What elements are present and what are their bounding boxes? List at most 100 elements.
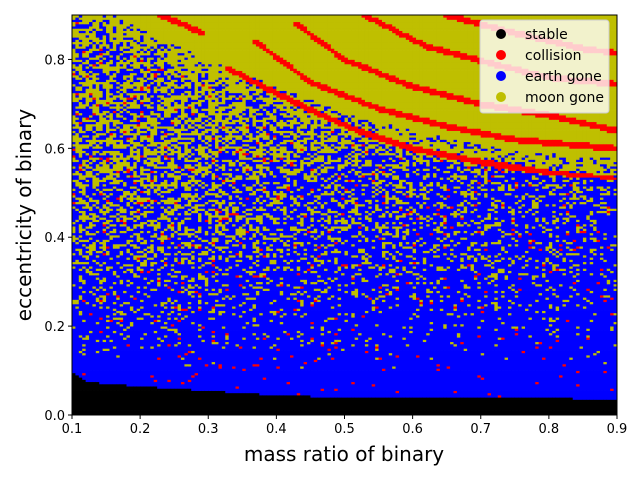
heatmap-cell bbox=[123, 330, 127, 334]
heatmap-cell bbox=[123, 386, 127, 389]
heatmap-cell bbox=[126, 43, 131, 47]
heatmap-cell bbox=[123, 26, 127, 29]
heatmap-cell bbox=[102, 395, 107, 398]
heatmap-cell bbox=[136, 246, 141, 249]
heatmap-cell bbox=[95, 172, 100, 176]
heatmap-cell bbox=[133, 50, 138, 54]
heatmap-cell bbox=[92, 335, 97, 338]
heatmap-cell bbox=[140, 39, 144, 43]
heatmap-cell bbox=[99, 226, 104, 229]
heatmap-cell bbox=[82, 310, 87, 314]
heatmap-cell bbox=[89, 337, 93, 340]
heatmap-cell bbox=[136, 126, 141, 129]
heatmap-cell bbox=[109, 315, 114, 318]
heatmap-cell bbox=[136, 281, 141, 285]
heatmap-cell bbox=[116, 292, 121, 296]
heatmap-cell bbox=[78, 103, 83, 107]
heatmap-cell bbox=[72, 326, 76, 329]
heatmap-cell bbox=[140, 412, 144, 415]
heatmap-cell bbox=[89, 119, 93, 123]
heatmap-cell bbox=[140, 368, 144, 371]
heatmap-cell bbox=[95, 368, 100, 371]
heatmap-cell bbox=[143, 388, 148, 391]
heatmap-cell bbox=[75, 101, 80, 105]
heatmap-cell bbox=[75, 321, 80, 325]
heatmap-cell bbox=[106, 70, 110, 74]
heatmap-cell bbox=[72, 412, 76, 415]
heatmap-cell bbox=[82, 408, 87, 411]
heatmap-cell bbox=[102, 179, 107, 183]
heatmap-cell bbox=[133, 41, 138, 45]
heatmap-cell bbox=[143, 90, 148, 94]
heatmap-cell bbox=[89, 46, 93, 49]
heatmap-cell bbox=[92, 208, 97, 211]
heatmap-cell bbox=[116, 26, 121, 29]
heatmap-cell bbox=[72, 237, 76, 240]
heatmap-cell bbox=[160, 350, 165, 354]
heatmap-cell bbox=[133, 268, 138, 271]
heatmap-cell bbox=[109, 361, 114, 365]
heatmap-cell bbox=[126, 250, 131, 254]
heatmap-cell bbox=[85, 355, 90, 358]
heatmap-cell bbox=[133, 132, 138, 136]
heatmap-cell bbox=[95, 119, 100, 123]
heatmap-cell bbox=[136, 377, 141, 380]
heatmap-cell bbox=[116, 159, 121, 163]
heatmap-cell bbox=[143, 210, 148, 214]
heatmap-cell bbox=[140, 226, 144, 229]
heatmap-cell bbox=[99, 355, 104, 358]
heatmap-cell bbox=[109, 266, 114, 269]
heatmap-cell bbox=[82, 72, 87, 76]
heatmap-cell bbox=[99, 106, 104, 109]
heatmap-cell bbox=[92, 299, 97, 303]
heatmap-cell bbox=[106, 121, 110, 125]
heatmap-cell bbox=[136, 232, 141, 236]
heatmap-cell bbox=[153, 281, 158, 285]
heatmap-cell bbox=[112, 88, 117, 91]
heatmap-cell bbox=[102, 63, 107, 67]
heatmap-cell bbox=[136, 172, 141, 176]
heatmap-cell bbox=[75, 235, 80, 238]
heatmap-cell bbox=[109, 175, 114, 178]
heatmap-cell bbox=[72, 230, 76, 234]
heatmap-cell bbox=[72, 281, 76, 285]
heatmap-cell bbox=[78, 175, 83, 178]
heatmap-cell bbox=[75, 126, 80, 129]
heatmap-cell bbox=[133, 166, 138, 169]
heatmap-cell bbox=[89, 163, 93, 167]
heatmap-cell bbox=[85, 361, 90, 365]
heatmap-cell bbox=[140, 92, 144, 96]
heatmap-cell bbox=[75, 159, 80, 163]
heatmap-cell bbox=[146, 401, 151, 405]
heatmap-cell bbox=[106, 210, 110, 214]
heatmap-cell bbox=[95, 261, 100, 265]
heatmap-cell bbox=[126, 41, 131, 45]
heatmap-cell bbox=[140, 246, 144, 249]
heatmap-cell bbox=[163, 310, 168, 314]
heatmap-cell bbox=[78, 343, 83, 347]
heatmap-cell bbox=[92, 86, 97, 89]
heatmap-cell bbox=[116, 399, 121, 403]
heatmap-cell bbox=[75, 297, 80, 300]
heatmap-cell bbox=[89, 66, 93, 69]
heatmap-cell bbox=[102, 186, 107, 189]
heatmap-cell bbox=[75, 230, 80, 234]
heatmap-cell bbox=[92, 190, 97, 194]
heatmap-cell bbox=[136, 159, 141, 163]
heatmap-cell bbox=[75, 388, 80, 391]
heatmap-cell bbox=[85, 261, 90, 265]
heatmap-cell bbox=[136, 306, 141, 309]
heatmap-cell bbox=[153, 170, 158, 174]
heatmap-cell bbox=[112, 52, 117, 56]
heatmap-cell bbox=[119, 223, 124, 227]
heatmap-cell bbox=[92, 235, 97, 238]
heatmap-cell bbox=[109, 46, 114, 49]
heatmap-cell bbox=[78, 190, 83, 194]
heatmap-cell bbox=[129, 210, 134, 214]
heatmap-cell bbox=[112, 139, 117, 143]
heatmap-cell bbox=[72, 201, 76, 205]
heatmap-cell bbox=[109, 190, 114, 194]
heatmap-cell bbox=[133, 366, 138, 369]
heatmap-cell bbox=[85, 255, 90, 258]
heatmap-cell bbox=[129, 401, 134, 405]
